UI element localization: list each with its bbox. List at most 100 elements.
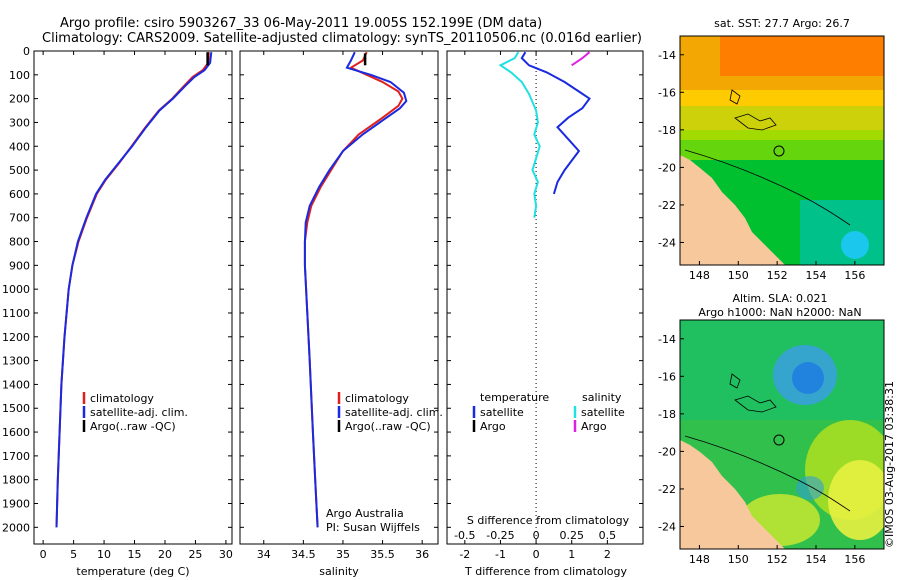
salinity-profile-lines: [303, 51, 408, 528]
credit-text: Argo Australia: [326, 507, 404, 520]
series-line-satellite: [55, 52, 213, 528]
depth-tick-label: 1200: [2, 331, 30, 344]
depth-tick-label: 1500: [2, 402, 30, 415]
x-tick-label: -1: [495, 548, 506, 561]
depth-tick-label: 1300: [2, 355, 30, 368]
difference-x-axis: -2 -1 0 1 2: [459, 51, 611, 561]
map-y-tick-label: -22: [658, 199, 676, 212]
map-x-tick-label: 150: [728, 269, 749, 282]
temperature-x-axis: 0 5 10 15 20 25 30: [40, 51, 233, 561]
x-tick-label: 20: [158, 548, 172, 561]
sla-map-axes: 148 150 152 154 156 -14 -16 -18 -20 -22 -24: [658, 333, 865, 566]
x-tick-label: 35.5: [370, 548, 395, 561]
depth-tick-label: 100: [9, 69, 30, 82]
s-difference-label: S difference from climatology: [467, 514, 630, 527]
difference-panel: -2 -1 0 1 2 T difference from climatology S …: [446, 50, 644, 578]
map-y-tick-label: -18: [658, 408, 676, 421]
map-y-tick-label: -16: [658, 370, 676, 383]
legend-temperature-title: temperature: [480, 391, 549, 404]
depth-tick-label: 2000: [2, 521, 30, 534]
series-line-salinity_satellite: [498, 51, 541, 218]
depth-tick-label: 800: [9, 236, 30, 249]
salinity-panel: 34 34.5 35 35.5 36 salinity climatology sate…: [239, 50, 443, 578]
depth-tick-label: 1600: [2, 426, 30, 439]
legend-temp-satellite-label: satellite: [480, 406, 524, 419]
depth-tick-label: 1800: [2, 474, 30, 487]
temperature-x-label: temperature (deg C): [76, 565, 189, 578]
map-y-tick-label: -20: [658, 445, 676, 458]
legend-argo-label: Argo(..raw -QC): [345, 420, 431, 433]
sst-map-panel: sat. SST: 27.7 Argo: 26.7 148 150 152 154 15…: [658, 17, 885, 282]
series-line-satellite: [303, 51, 408, 528]
legend-climatology-label: climatology: [345, 392, 409, 405]
x-tick-label: 34: [257, 548, 271, 561]
depth-tick-label: 1400: [2, 378, 30, 391]
depth-tick-label: 1700: [2, 450, 30, 463]
legend-satellite-label: satellite-adj. clim.: [345, 406, 443, 419]
x-tick-label: 10: [97, 548, 111, 561]
depth-axis: 0 100 200 300 400 500 600 700 800 900 1000 1100 1200…: [2, 45, 232, 534]
map-x-tick-label: 156: [844, 269, 865, 282]
map-y-tick-label: -20: [658, 161, 676, 174]
temperature-panel: 0100200300400500600700800900100011001200…: [2, 45, 233, 578]
legend-salinity-title: salinity: [582, 391, 622, 404]
depth-tick-label: 600: [9, 188, 30, 201]
depth-tick-label: 500: [9, 164, 30, 177]
s-tick-label: -0.25: [486, 529, 514, 542]
depth-tick-label: 900: [9, 259, 30, 272]
depth-tick-label: 0: [23, 45, 30, 58]
x-tick-label: 15: [128, 548, 142, 561]
map-x-tick-label: 152: [767, 269, 788, 282]
series-line-satellite: [520, 51, 591, 195]
temperature-axes-frame: [33, 50, 233, 545]
legend-sal-satellite-label: satellite: [581, 406, 625, 419]
x-tick-label: 1: [568, 548, 575, 561]
depth-tick-label: 200: [9, 93, 30, 106]
map-y-tick-label: -14: [658, 49, 676, 62]
difference-axes-frame: [446, 50, 644, 545]
map-x-tick-label: 152: [767, 553, 788, 566]
t-difference-label: T difference from climatology: [464, 565, 627, 578]
salinity-depth-ticks: [240, 50, 438, 528]
salinity-x-label: salinity: [319, 565, 359, 578]
x-tick-label: 30: [219, 548, 233, 561]
map-x-tick-label: 148: [689, 269, 710, 282]
series-line-salinity_argo: [571, 51, 591, 67]
map-x-tick-label: 150: [728, 553, 749, 566]
map-y-tick-label: -14: [658, 333, 676, 346]
x-tick-label: 36: [415, 548, 429, 561]
map-x-tick-label: 148: [689, 553, 710, 566]
x-tick-label: 2: [604, 548, 611, 561]
watermark-text: ©IMOS 03-Aug-2017 03:38:31: [883, 381, 896, 548]
map-x-tick-label: 154: [806, 553, 827, 566]
x-tick-label: 25: [188, 548, 202, 561]
x-tick-label: 35: [336, 548, 350, 561]
salinity-legend: climatology satellite-adj. clim. Argo(..…: [337, 392, 443, 433]
sst-map-image: [680, 36, 884, 265]
depth-tick-label: 1900: [2, 498, 30, 511]
sla-map-image: [680, 320, 884, 549]
legend-satellite-label: satellite-adj. clim.: [90, 406, 188, 419]
title-line-1: Argo profile: csiro 5903267_33 06-May-20…: [60, 16, 542, 31]
salinity-x-axis: 34 34.5 35 35.5 36: [257, 51, 429, 561]
map-y-tick-label: -22: [658, 483, 676, 496]
pi-text: PI: Susan Wijffels: [326, 521, 420, 534]
temperature-legend: climatology satellite-adj. clim. Argo(..…: [82, 392, 188, 433]
x-tick-label: -2: [459, 548, 470, 561]
sst-map-axes: 148 150 152 154 156 -14 -16 -18 -20 -22 -24: [658, 49, 865, 282]
difference-depth-ticks: [447, 50, 643, 528]
s-tick-label: 0.25: [559, 529, 584, 542]
x-tick-label: 34.5: [291, 548, 316, 561]
s-difference-tick-labels: -0.5 -0.25 0 0.25 0.5: [454, 529, 616, 542]
legend-climatology-label: climatology: [90, 392, 154, 405]
map-x-tick-label: 154: [806, 269, 827, 282]
temperature-profile-lines: [55, 52, 213, 528]
depth-tick-label: 1100: [2, 307, 30, 320]
x-tick-label: 0: [40, 548, 47, 561]
title-line-2: Climatology: CARS2009. Satellite-adjuste…: [42, 31, 642, 46]
legend-sal-argo-label: Argo: [581, 420, 607, 433]
s-tick-label: 0: [533, 529, 540, 542]
map-y-tick-label: -16: [658, 86, 676, 99]
legend-temp-argo-label: Argo: [480, 420, 506, 433]
